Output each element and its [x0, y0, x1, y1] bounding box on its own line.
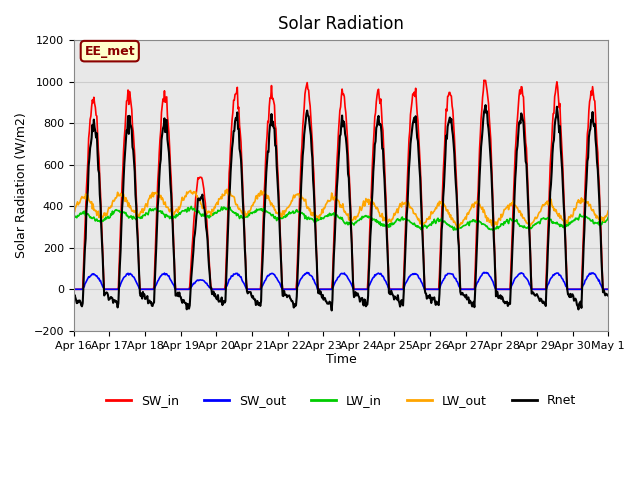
SW_in	[217, 287, 225, 292]
SW_in	[134, 251, 142, 256]
LW_out	[406, 204, 414, 210]
SW_out	[134, 284, 142, 289]
LW_in	[134, 214, 142, 219]
Rnet	[482, 102, 490, 108]
SW_out	[604, 287, 612, 292]
X-axis label: Time: Time	[326, 353, 356, 366]
LW_in	[189, 206, 197, 212]
LW_in	[218, 204, 225, 210]
SW_out	[406, 274, 413, 279]
LW_out	[70, 207, 77, 213]
LW_out	[223, 186, 231, 192]
Rnet	[406, 141, 414, 147]
Rnet	[604, 293, 612, 299]
LW_out	[134, 213, 142, 219]
Y-axis label: Solar Radiation (W/m2): Solar Radiation (W/m2)	[15, 113, 28, 258]
LW_in	[70, 215, 77, 221]
LW_out	[79, 195, 87, 201]
LW_in	[422, 223, 430, 229]
Rnet	[422, 291, 430, 297]
SW_in	[604, 287, 612, 292]
LW_out	[454, 225, 461, 231]
Rnet	[79, 284, 87, 289]
SW_out	[79, 285, 87, 290]
LW_out	[422, 219, 430, 225]
Rnet	[70, 294, 77, 300]
Line: LW_in: LW_in	[74, 206, 608, 231]
Line: Rnet: Rnet	[74, 105, 608, 311]
LW_in	[454, 228, 462, 234]
SW_out	[217, 287, 225, 292]
LW_in	[604, 215, 612, 220]
LW_out	[189, 191, 196, 197]
LW_in	[406, 219, 414, 225]
SW_in	[189, 237, 196, 242]
SW_out	[480, 269, 488, 275]
SW_out	[189, 282, 196, 288]
Rnet	[134, 254, 142, 260]
Title: Solar Radiation: Solar Radiation	[278, 15, 404, 33]
SW_in	[70, 287, 77, 292]
Line: LW_out: LW_out	[74, 189, 608, 228]
SW_out	[70, 287, 77, 292]
LW_out	[604, 208, 612, 214]
SW_in	[422, 287, 429, 292]
LW_in	[188, 204, 195, 209]
LW_out	[217, 194, 225, 200]
Rnet	[217, 299, 225, 304]
Text: EE_met: EE_met	[84, 45, 135, 58]
SW_in	[406, 129, 413, 134]
Line: SW_in: SW_in	[74, 80, 608, 289]
SW_out	[422, 287, 429, 292]
LW_in	[79, 211, 87, 216]
Rnet	[189, 257, 196, 263]
Legend: SW_in, SW_out, LW_in, LW_out, Rnet: SW_in, SW_out, LW_in, LW_out, Rnet	[101, 389, 581, 412]
Rnet	[328, 308, 335, 313]
Line: SW_out: SW_out	[74, 272, 608, 289]
SW_in	[480, 77, 488, 83]
SW_in	[79, 266, 87, 272]
